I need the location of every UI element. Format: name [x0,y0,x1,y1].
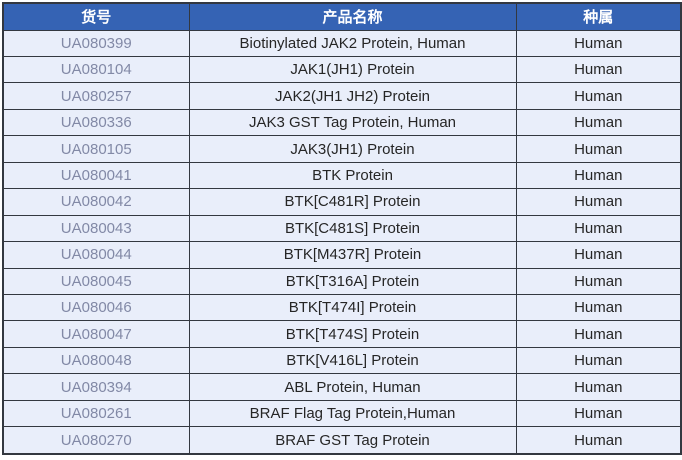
product-name-cell: BTK[T474I] Protein [188,294,517,322]
species-cell: Human [515,373,682,401]
catalog-number-cell: UA080399 [2,29,190,57]
table-row: UA080394 ABL Protein, Human Human [2,373,682,401]
catalog-number-cell: UA080048 [2,346,190,375]
catalog-number-cell: UA080047 [2,320,190,348]
catalog-number-cell: UA080044 [2,241,190,269]
product-name-cell: BTK[C481R] Protein [188,188,517,216]
catalog-number-cell: UA080104 [2,55,190,84]
species-cell: Human [515,188,682,216]
product-name-cell: BRAF GST Tag Protein [188,426,517,455]
species-cell: Human [515,161,682,190]
table-row: UA080044 BTK[M437R] Protein Human [2,241,682,269]
product-name-cell: BTK[T316A] Protein [188,267,517,296]
table-row: UA080041 BTK Protein Human [2,161,682,190]
table-row: UA080045 BTK[T316A] Protein Human [2,267,682,296]
species-cell: Human [515,241,682,269]
species-cell: Human [515,294,682,322]
product-name-cell: JAK2(JH1 JH2) Protein [188,82,517,110]
product-name-cell: JAK3 GST Tag Protein, Human [188,108,517,137]
species-cell: Human [515,108,682,137]
table-row: UA080261 BRAF Flag Tag Protein,Human Human [2,399,682,428]
species-cell: Human [515,346,682,375]
table-row: UA080046 BTK[T474I] Protein Human [2,294,682,322]
species-cell: Human [515,55,682,84]
product-name-cell: BTK[M437R] Protein [188,241,517,269]
table-body: UA080399 Biotinylated JAK2 Protein, Human… [2,29,682,455]
table-row: UA080043 BTK[C481S] Protein Human [2,214,682,243]
product-name-cell: ABL Protein, Human [188,373,517,401]
product-name-cell: BTK Protein [188,161,517,190]
species-cell: Human [515,426,682,455]
species-cell: Human [515,214,682,243]
header-product-name: 产品名称 [188,2,517,31]
species-cell: Human [515,267,682,296]
product-name-cell: BRAF Flag Tag Protein,Human [188,399,517,428]
catalog-number-cell: UA080270 [2,426,190,455]
catalog-number-cell: UA080336 [2,108,190,137]
product-name-cell: JAK3(JH1) Protein [188,135,517,163]
catalog-number-cell: UA080046 [2,294,190,322]
catalog-number-cell: UA080261 [2,399,190,428]
table-row: UA080270 BRAF GST Tag Protein Human [2,426,682,455]
table-header: 货号 产品名称 种属 [2,2,682,31]
catalog-number-cell: UA080257 [2,82,190,110]
table-row: UA080104 JAK1(JH1) Protein Human [2,55,682,84]
catalog-number-cell: UA080045 [2,267,190,296]
species-cell: Human [515,399,682,428]
species-cell: Human [515,82,682,110]
species-cell: Human [515,135,682,163]
product-name-cell: BTK[T474S] Protein [188,320,517,348]
table-row: UA080257 JAK2(JH1 JH2) Protein Human [2,82,682,110]
header-species: 种属 [515,2,682,31]
species-cell: Human [515,29,682,57]
table-row: UA080399 Biotinylated JAK2 Protein, Human… [2,29,682,57]
table-row: UA080047 BTK[T474S] Protein Human [2,320,682,348]
table-row: UA080105 JAK3(JH1) Protein Human [2,135,682,163]
header-catalog-number: 货号 [2,2,190,31]
product-name-cell: JAK1(JH1) Protein [188,55,517,84]
catalog-number-cell: UA080041 [2,161,190,190]
catalog-number-cell: UA080042 [2,188,190,216]
product-name-cell: BTK[C481S] Protein [188,214,517,243]
product-name-cell: Biotinylated JAK2 Protein, Human [188,29,517,57]
header-row: 货号 产品名称 种属 [2,2,682,31]
catalog-number-cell: UA080394 [2,373,190,401]
product-name-cell: BTK[V416L] Protein [188,346,517,375]
table-row: UA080042 BTK[C481R] Protein Human [2,188,682,216]
species-cell: Human [515,320,682,348]
table-row: UA080336 JAK3 GST Tag Protein, Human Human [2,108,682,137]
catalog-number-cell: UA080105 [2,135,190,163]
catalog-number-cell: UA080043 [2,214,190,243]
table-row: UA080048 BTK[V416L] Protein Human [2,346,682,375]
